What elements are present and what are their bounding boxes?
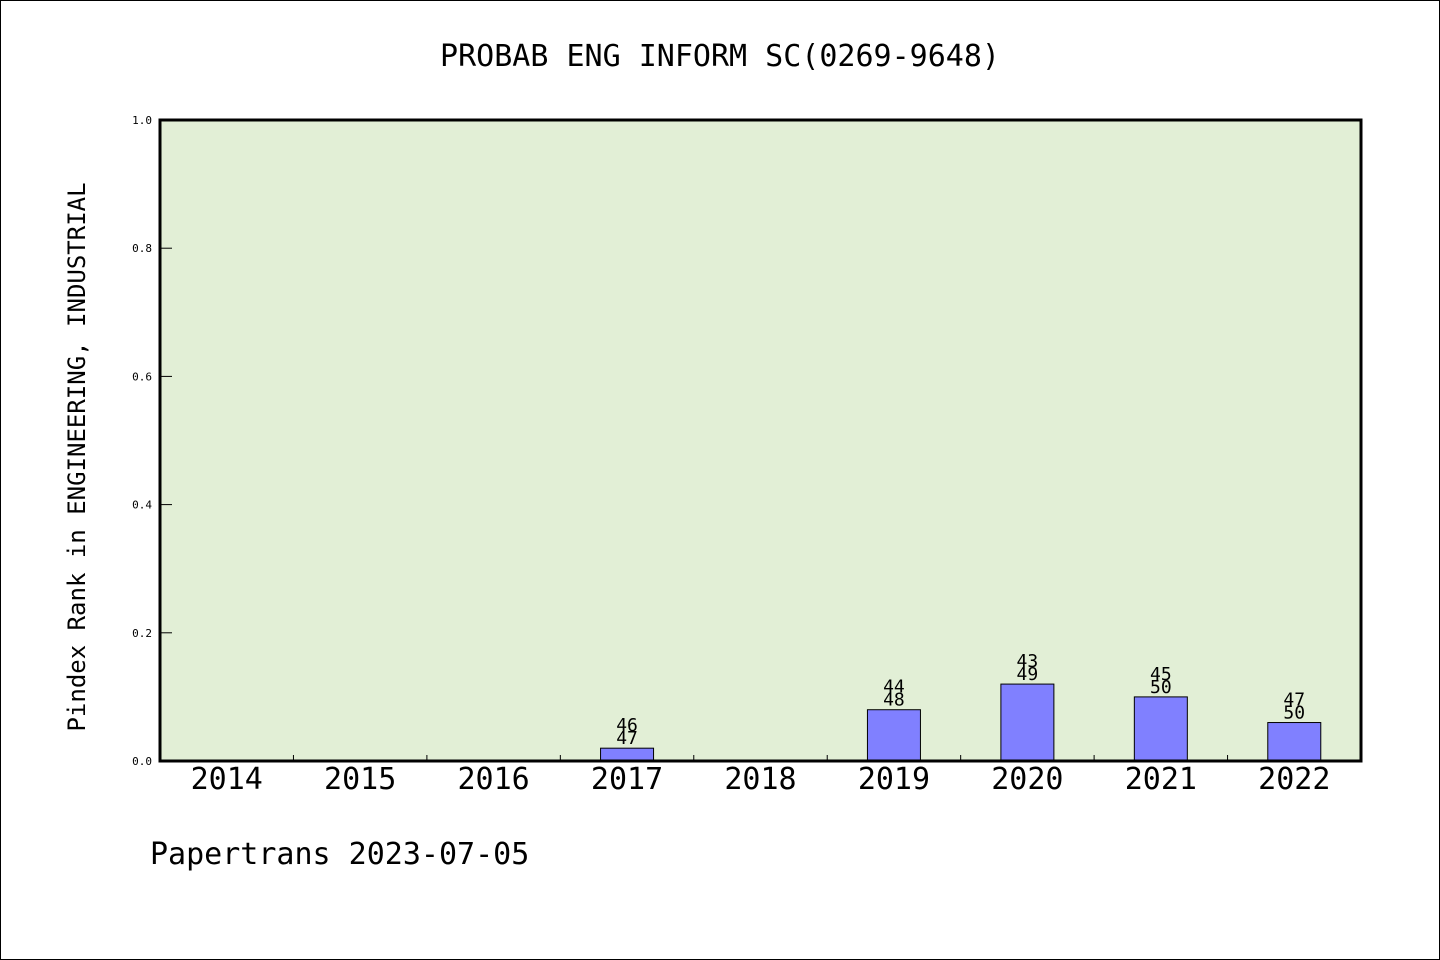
bar-label-total: 49 xyxy=(1017,664,1039,685)
bar-2019 xyxy=(866,709,921,762)
plot-border xyxy=(158,118,1363,763)
bar-2021 xyxy=(1133,696,1188,762)
x-tick-label: 2018 xyxy=(724,762,796,797)
plot-area xyxy=(160,120,1361,761)
bar-label-rank: 45 xyxy=(1150,664,1172,685)
y-tick-label: 0.4 xyxy=(132,499,152,512)
footer-text: Papertrans 2023-07-05 xyxy=(150,837,529,872)
bar-2020 xyxy=(1000,683,1055,762)
bar-label-rank: 46 xyxy=(616,715,638,736)
x-tick-label: 2016 xyxy=(457,762,529,797)
bar-label-rank: 43 xyxy=(1017,651,1039,672)
bar-label-rank: 44 xyxy=(883,677,905,698)
x-tick-label: 2017 xyxy=(591,762,663,797)
bar-label-total: 47 xyxy=(616,728,638,749)
bar-2017 xyxy=(600,747,655,762)
x-tick-label: 2014 xyxy=(191,762,263,797)
bar-label-total: 50 xyxy=(1150,677,1172,698)
y-tick-label: 0.0 xyxy=(132,755,152,768)
bars xyxy=(600,683,1322,762)
x-tick-label: 2015 xyxy=(324,762,396,797)
x-axis-ticks: 2014 2015 2016 2017 2018 2019 2020 2021 2022 xyxy=(191,755,1330,797)
x-tick-label: 2022 xyxy=(1258,762,1330,797)
bar-label-rank: 47 xyxy=(1283,690,1305,711)
bar-label-total: 50 xyxy=(1283,703,1305,724)
y-tick-label: 0.6 xyxy=(132,370,152,383)
y-tick-label: 0.2 xyxy=(132,627,152,640)
bar-label-total: 48 xyxy=(883,690,905,711)
x-tick-label: 2020 xyxy=(991,762,1063,797)
y-tick-label: 1.0 xyxy=(132,114,152,127)
chart-title: PROBAB ENG INFORM SC(0269-9648) xyxy=(440,39,1000,74)
bar-2022 xyxy=(1267,722,1322,762)
y-axis-label: Pindex Rank in ENGINEERING, INDUSTRIAL xyxy=(63,182,91,731)
x-tick-label: 2019 xyxy=(858,762,930,797)
x-tick-label: 2021 xyxy=(1125,762,1197,797)
y-tick-label: 0.8 xyxy=(132,242,152,255)
